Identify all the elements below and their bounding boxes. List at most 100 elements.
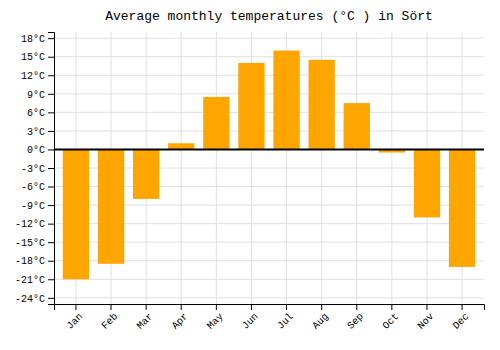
y-tick: 12°C: [21, 71, 54, 82]
x-tick-mark: [216, 304, 217, 310]
x-tick: Apr: [170, 304, 191, 332]
y-tick-label: 18°C: [21, 34, 45, 45]
x-tick: Aug: [310, 304, 331, 332]
y-tick-mark: [48, 168, 54, 169]
y-tick-label: -15°C: [15, 238, 45, 249]
y-tick: -18°C: [15, 256, 54, 267]
y-tick-mark: [48, 279, 54, 280]
y-tick-mark: [48, 75, 54, 76]
y-tick-label: -6°C: [21, 182, 45, 193]
bar: [63, 149, 89, 279]
y-tick: 15°C: [21, 52, 54, 63]
x-tick-label: Jun: [240, 311, 261, 332]
x-tick-label: Sep: [345, 311, 366, 332]
x-axis: JanFebMarAprMayJunJulAugSepOctNovDec: [55, 304, 485, 332]
x-tick-mark: [391, 304, 392, 310]
y-grid-line: [54, 112, 484, 113]
y-tick: 3°C: [27, 127, 54, 138]
x-tick-mark: [111, 304, 112, 310]
bar: [449, 149, 475, 266]
y-tick-label: -18°C: [15, 256, 45, 267]
y-tick-mark: [48, 131, 54, 132]
y-tick-label: 3°C: [27, 127, 45, 138]
y-tick-mark: [48, 298, 54, 299]
y-tick-label: -12°C: [15, 219, 45, 230]
x-grid-line: [181, 32, 182, 304]
y-grid-line: [54, 56, 484, 57]
y-tick-label: 0°C: [27, 145, 45, 156]
x-tick-mark: [181, 304, 182, 310]
x-tick-label: Feb: [100, 311, 121, 332]
y-tick: 18°C: [21, 34, 54, 45]
y-grid-line: [54, 279, 484, 280]
y-tick: -24°C: [15, 294, 54, 305]
grid: [54, 32, 484, 304]
y-tick: -21°C: [15, 275, 54, 286]
bar: [414, 149, 440, 217]
x-grid-line: [216, 32, 217, 304]
x-tick-label: Mar: [135, 311, 156, 332]
bar: [273, 51, 299, 150]
title: Average monthly temperatures (°C ) in Sö…: [105, 9, 433, 24]
x-tick-label: Jul: [275, 311, 296, 332]
bar: [203, 97, 229, 150]
y-tick: -6°C: [21, 182, 54, 193]
x-tick-label: Jan: [65, 311, 86, 332]
x-tick: Feb: [100, 304, 121, 332]
y-grid-line: [54, 38, 484, 39]
y-tick-mark: [48, 224, 54, 225]
y-tick: -3°C: [21, 164, 54, 175]
x-tick-mark: [321, 304, 322, 310]
y-grid-line: [54, 93, 484, 94]
y-tick-label: 12°C: [21, 71, 45, 82]
y-tick-mark: [48, 94, 54, 95]
y-axis-line: [48, 33, 55, 305]
y-tick-label: -3°C: [21, 164, 45, 175]
y-tick-mark: [48, 38, 54, 39]
x-tick-mark: [251, 304, 252, 310]
y-tick-label: -21°C: [15, 275, 45, 286]
x-grid-line: [391, 32, 392, 304]
x-tick: Dec: [451, 304, 472, 332]
x-tick-mark: [462, 304, 463, 310]
x-tick-mark: [75, 304, 76, 310]
bar: [308, 60, 334, 150]
y-tick-mark: [48, 242, 54, 243]
y-tick-label: 6°C: [27, 108, 45, 119]
y-tick-mark: [48, 57, 54, 58]
y-tick-label: -24°C: [15, 294, 45, 305]
y-tick-label: -9°C: [21, 201, 45, 212]
x-tick: Jun: [240, 304, 261, 332]
zero-line: [54, 148, 484, 150]
y-grid-line: [54, 130, 484, 131]
y-tick-label: 15°C: [21, 52, 45, 63]
bar: [344, 103, 370, 149]
y-tick-mark: [48, 261, 54, 262]
y-axis: -24°C -21°C -18°C -15°C -12°C -9°C -6°C -3°C 0°C…: [15, 33, 55, 305]
x-tick: Oct: [381, 304, 402, 332]
x-tick-label: Apr: [170, 311, 191, 332]
y-tick-mark: [48, 112, 54, 113]
y-grid-line: [54, 149, 484, 150]
bars: [54, 51, 484, 280]
x-tick-mark: [146, 304, 147, 310]
x-tick: Sep: [345, 304, 366, 332]
x-grid-line: [356, 32, 357, 304]
y-tick: 6°C: [27, 108, 54, 119]
y-tick-label: 9°C: [27, 90, 45, 101]
x-tick-mark: [286, 304, 287, 310]
y-grid-line: [54, 297, 484, 298]
x-tick: Mar: [135, 304, 156, 332]
chart: -24°C -21°C -18°C -15°C -12°C -9°C -6°C -3°C 0°C…: [0, 0, 500, 350]
y-tick: 0°C: [27, 145, 54, 156]
x-tick: Jul: [275, 304, 296, 332]
x-axis-line: [55, 305, 485, 311]
y-tick: 9°C: [27, 90, 54, 101]
bar: [238, 63, 264, 150]
x-tick: Jan: [65, 304, 86, 332]
plot: -24°C -21°C -18°C -15°C -12°C -9°C -6°C -3°C 0°C…: [15, 32, 485, 332]
x-tick: May: [205, 304, 226, 332]
x-tick-mark: [356, 304, 357, 310]
x-tick-label: Dec: [451, 311, 472, 332]
y-tick-mark: [48, 205, 54, 206]
